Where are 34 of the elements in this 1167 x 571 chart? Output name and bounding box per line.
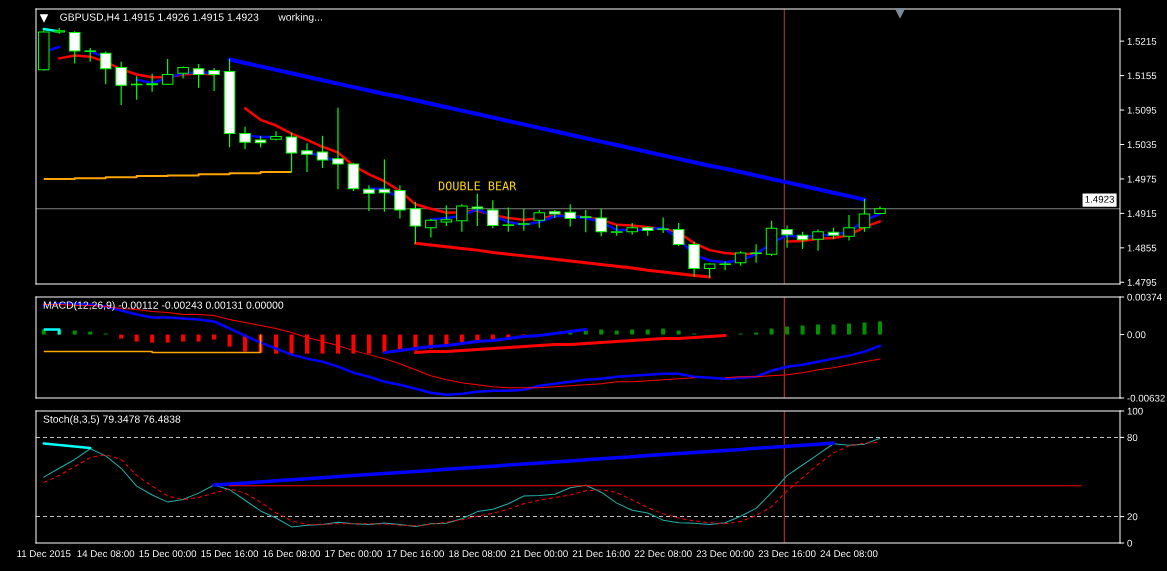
y-tick-label: 1.4855 (1127, 244, 1157, 252)
x-tick-label: 11 Dec 2015 (17, 550, 71, 558)
x-tick-label: 15 Dec 16:00 (201, 550, 259, 558)
ref-line-label: 1.4923 (1085, 195, 1115, 203)
chart-title: Stoch(8,3,5) 79.3478 76.4838 (43, 415, 181, 425)
y-tick-label: 1.4795 (1127, 279, 1157, 286)
y-tick-label: 0 (1127, 539, 1132, 547)
y-tick-label: 1.5215 (1127, 37, 1157, 45)
x-tick-label: 16 Dec 08:00 (263, 550, 321, 558)
y-tick-label: -0.00632 (1127, 394, 1165, 402)
x-tick-label: 17 Dec 16:00 (387, 550, 444, 558)
y-tick-label: 100 (1127, 407, 1143, 415)
x-tick-label: 21 Dec 00:00 (510, 550, 568, 558)
x-tick-label: 21 Dec 16:00 (572, 550, 630, 558)
annotation: working... (278, 13, 322, 23)
y-tick-label: 1.5035 (1127, 141, 1157, 149)
x-tick-label: 15 Dec 00:00 (139, 550, 197, 558)
x-tick-label: 23 Dec 00:00 (696, 550, 754, 558)
x-tick-label: 22 Dec 08:00 (634, 550, 692, 558)
y-tick-label: 20 (1127, 513, 1138, 521)
annotation: DOUBLE BEAR (438, 181, 517, 191)
x-tick-label: 14 Dec 08:00 (77, 550, 135, 558)
y-tick-label: 1.4975 (1127, 175, 1157, 183)
x-tick-label: 24 Dec 08:00 (820, 550, 878, 558)
y-tick-label: 0.00 (1127, 331, 1146, 339)
y-tick-label: 0.00374 (1127, 293, 1162, 301)
y-tick-label: 1.5155 (1127, 72, 1157, 80)
x-tick-label: 18 Dec 08:00 (449, 550, 506, 558)
y-tick-label: 80 (1127, 434, 1138, 442)
x-tick-label: 17 Dec 00:00 (325, 550, 382, 558)
x-tick-label: 23 Dec 16:00 (758, 550, 816, 558)
chart-title: GBPUSD,H4 1.4915 1.4926 1.4915 1.4923 (60, 13, 259, 23)
y-tick-label: 1.5095 (1127, 106, 1157, 114)
y-tick-label: 1.4915 (1127, 210, 1157, 217)
